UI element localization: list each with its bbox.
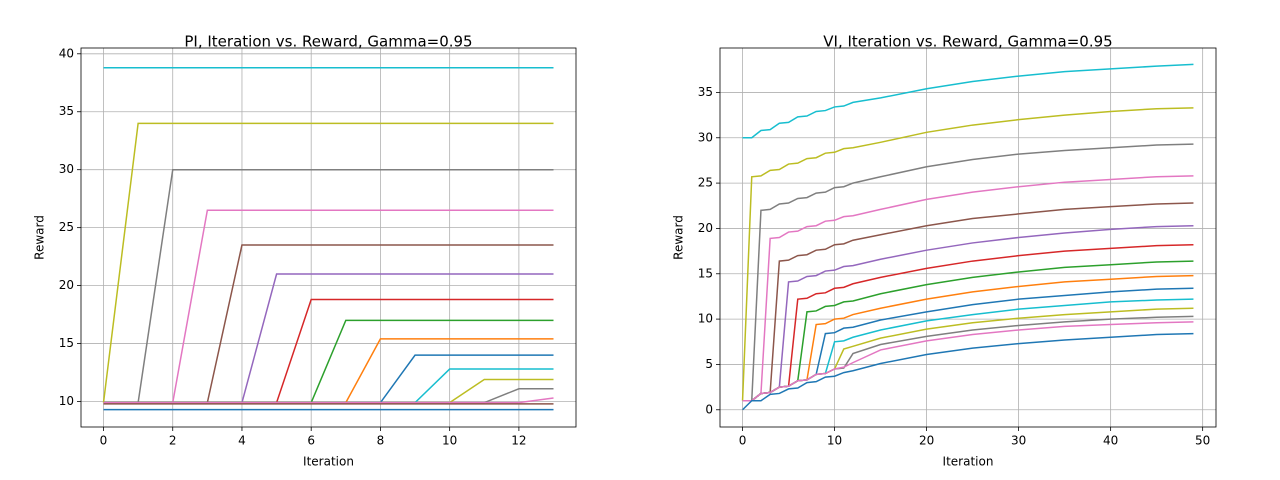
x-tick-label: 10 [442,434,457,448]
axes-frame [719,47,1217,428]
x-tick-label: 12 [511,434,526,448]
axes: 0 2 4 6 8 10 12 10 15 20 25 30 35 40 PI, Iteration vs.… [33,33,577,469]
x-tick-label: 10 [827,434,842,448]
x-tick-label: 30 [1011,434,1026,448]
series-line [741,107,1194,401]
series-line [742,298,1194,402]
series-line [103,378,554,404]
series-line [103,298,554,404]
x-tick-label: 0 [739,434,747,448]
x-tick-label: 4 [238,434,246,448]
x-tick-label: 20 [919,434,934,448]
y-tick-label: 35 [59,104,74,118]
x-tick-label: 40 [1103,434,1118,448]
series-line [103,338,554,404]
y-tick-label: 10 [698,312,713,326]
y-tick-label: 40 [59,46,74,60]
y-tick-label: 20 [698,221,713,235]
y-tick-label: 20 [59,278,74,292]
y-tick-label: 30 [698,130,713,144]
series-line [103,319,554,404]
series-line [742,224,1194,402]
x-tick-label: 6 [307,434,315,448]
series-line [742,307,1194,402]
x-axis-label: Iteration [943,455,994,469]
x-axis-label: Iteration [303,455,354,469]
x-tick-label: 0 [100,434,108,448]
axes: 0 10 20 30 40 50 0 5 10 15 20 25 30 35 VI, Iteration v… [672,33,1217,469]
series-line [103,168,554,404]
series-line [742,332,1194,411]
y-tick-label: 25 [698,176,713,190]
y-tick-label: 10 [59,394,74,408]
y-tick-label: 15 [698,266,713,280]
y-tick-label: 30 [59,162,74,176]
y-tick-label: 35 [698,85,713,99]
series-line [742,143,1194,402]
series-line [103,209,554,404]
series-line [742,287,1194,402]
series-line [742,321,1194,402]
series-line [742,202,1194,402]
x-tick-label: 8 [377,434,385,448]
series-line [102,122,554,403]
y-tick-label: 15 [59,336,74,350]
series-line [103,368,554,404]
y-tick-label: 25 [59,220,74,234]
y-axis-label: Reward [33,215,47,260]
y-tick-label: 5 [705,357,713,371]
x-tick-label: 50 [1195,434,1210,448]
series-line [103,397,554,404]
series-line [103,388,554,404]
series-line [742,175,1194,402]
axes-frame [80,47,577,428]
series-line [742,63,1194,139]
chart-title: VI, Iteration vs. Reward, Gamma=0.95 [823,33,1112,51]
y-axis-label: Reward [672,215,686,260]
y-tick-label: 0 [705,402,713,416]
x-tick-label: 2 [169,434,177,448]
chart-title: PI, Iteration vs. Reward, Gamma=0.95 [184,33,472,51]
